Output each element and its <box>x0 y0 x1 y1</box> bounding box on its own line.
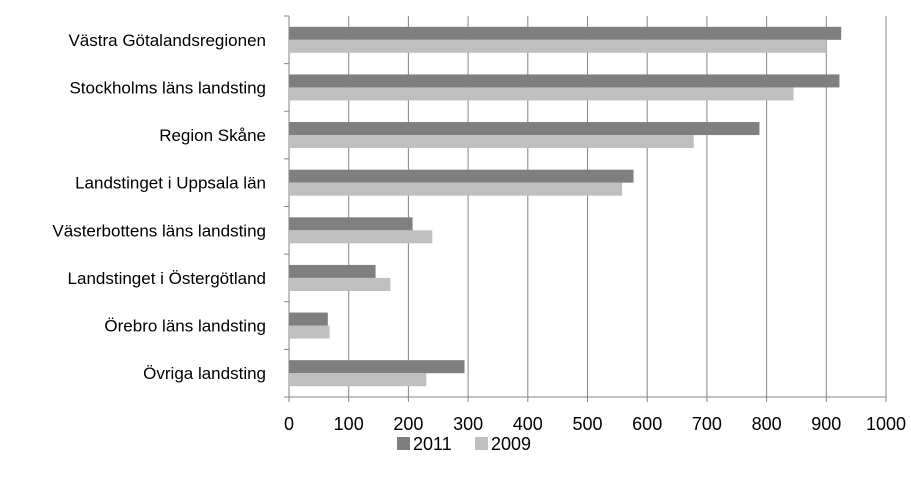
x-tick-label: 0 <box>284 414 294 434</box>
bar-2009 <box>289 230 433 244</box>
bar-2011 <box>289 264 376 278</box>
y-category-label: Västra Götalandsregionen <box>68 31 266 50</box>
bar-2009 <box>289 135 694 149</box>
x-tick-label: 600 <box>632 414 662 434</box>
bar-2009 <box>289 39 827 53</box>
x-tick-label: 1000 <box>866 414 906 434</box>
y-category-label: Landstinget i Östergötland <box>68 269 266 288</box>
bar-2009 <box>289 373 427 387</box>
bar-2011 <box>289 217 413 231</box>
legend-label-2011: 2011 <box>413 434 452 454</box>
legend-label-2009: 2009 <box>491 434 531 454</box>
x-tick-label: 100 <box>334 414 364 434</box>
x-tick-label: 500 <box>572 414 602 434</box>
bar-2011 <box>289 169 634 183</box>
y-category-label: Stockholms läns landsting <box>69 78 266 97</box>
x-tick-label: 200 <box>393 414 423 434</box>
y-category-label: Övriga landsting <box>143 364 266 383</box>
legend-swatch-2011 <box>397 437 410 450</box>
x-tick-label: 400 <box>513 414 543 434</box>
y-category-label: Örebro läns landsting <box>104 317 266 336</box>
bar-2011 <box>289 74 840 88</box>
legend-swatch-2009 <box>475 437 488 450</box>
x-tick-label: 700 <box>692 414 722 434</box>
bar-2011 <box>289 26 842 40</box>
bar-2011 <box>289 122 760 136</box>
x-tick-label: 900 <box>811 414 841 434</box>
bar-2009 <box>289 87 794 101</box>
y-category-label: Region Skåne <box>159 126 266 145</box>
x-tick-label: 300 <box>453 414 483 434</box>
y-category-label: Landstinget i Uppsala län <box>75 174 266 193</box>
x-tick-label: 800 <box>752 414 782 434</box>
y-category-label: Västerbottens läns landsting <box>52 221 266 240</box>
bar-2011 <box>289 360 465 374</box>
bar-2009 <box>289 325 330 339</box>
bar-2009 <box>289 182 623 196</box>
bar-2011 <box>289 312 328 326</box>
bar-2009 <box>289 277 391 291</box>
